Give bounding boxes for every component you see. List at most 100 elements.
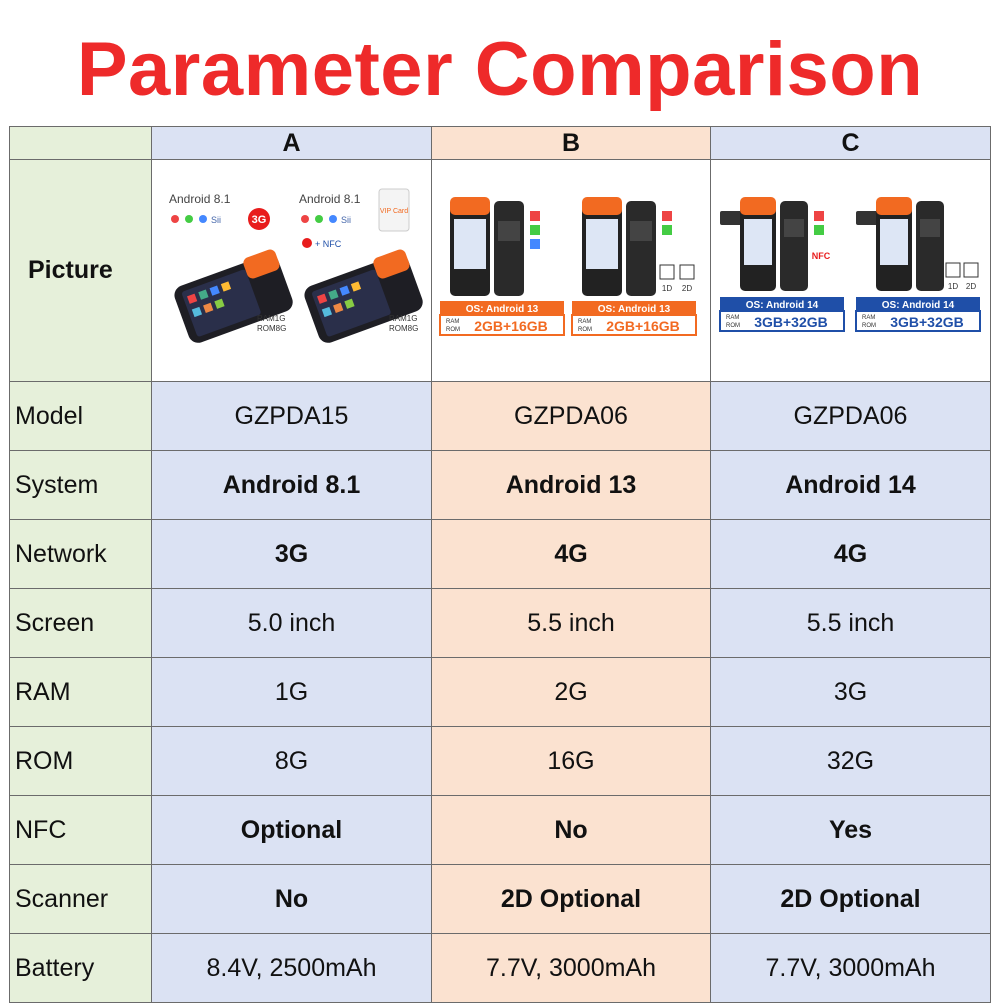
cell-network-b: 4G (431, 519, 711, 589)
device-b-code2-text: 2D (682, 284, 692, 293)
row-label-scanner: Scanner (9, 864, 152, 934)
header-corner-cell (9, 126, 152, 160)
device-a1-rom-text: ROM8G (257, 324, 286, 333)
cell-model-b: GZPDA06 (431, 381, 711, 451)
qr-code-icon (679, 264, 695, 279)
cell-battery-c: 7.7V, 3000mAh (710, 933, 991, 1003)
row-label-screen: Screen (9, 588, 152, 658)
table-row-scanner: Scanner No 2D Optional 2D Optional (9, 864, 991, 934)
device-c1-rom-text: ROM (726, 323, 740, 329)
cell-ram-a: 1G (151, 657, 432, 727)
row-label-ram: RAM (9, 657, 152, 727)
device-c-code2-text: 2D (965, 282, 975, 291)
column-header-c: C (710, 126, 991, 160)
cell-system-c: Android 14 (710, 450, 991, 520)
device-c1-ram-text: RAM (726, 315, 739, 321)
cell-system-a: Android 8.1 (151, 450, 432, 520)
table-row-nfc: NFC Optional No Yes (9, 795, 991, 865)
device-c2-icon (855, 196, 978, 291)
cell-ram-b: 2G (431, 657, 711, 727)
cell-rom-c: 32G (710, 726, 991, 796)
device-c-nfc-text: NFC (811, 251, 830, 261)
table-row-screen: Screen 5.0 inch 5.5 inch 5.5 inch (9, 588, 991, 658)
device-a2-rom-text: ROM8G (389, 324, 418, 333)
row-label-network: Network (9, 519, 152, 589)
device-a2-ram-text: RAM1G (389, 314, 417, 323)
cell-rom-a: 8G (151, 726, 432, 796)
cell-nfc-a: Optional (151, 795, 432, 865)
device-c-image: NFC 1D 2D (718, 196, 981, 332)
device-a2-os-text: Android 8.1 (299, 192, 361, 206)
row-label-system: System (9, 450, 152, 520)
device-b-code1-text: 1D (662, 284, 672, 293)
device-c1-os-text: OS: Android 14 (745, 300, 818, 311)
svg-text:Sii: Sii (341, 215, 351, 225)
device-a-image: Android 8.1 Sii 3G RAM1G ROM8G (169, 188, 423, 343)
comparison-table: A B C Picture Android 8.1 Sii 3G (9, 126, 991, 1003)
picture-row: Picture Android 8.1 Sii 3G (9, 159, 991, 382)
device-a1-ram-text: RAM1G (257, 314, 285, 323)
card-icon (719, 210, 742, 225)
row-label-battery: Battery (9, 933, 152, 1003)
cell-scanner-b: 2D Optional (431, 864, 711, 934)
table-row-system: System Android 8.1 Android 13 Android 14 (9, 450, 991, 520)
table-row-rom: ROM 8G 16G 32G (9, 726, 991, 796)
network-badge-icon (247, 207, 270, 230)
device-b1-spec-text: 2GB+16GB (474, 318, 548, 334)
picture-b: 1D 2D OS: Android 13 RAM ROM 2GB+16GB OS… (431, 159, 711, 382)
picture-row-label: Picture (9, 159, 152, 382)
cell-screen-c: 5.5 inch (710, 588, 991, 658)
network-badge-text: 3G (251, 214, 266, 226)
cell-scanner-c: 2D Optional (710, 864, 991, 934)
device-b1-rom-text: ROM (446, 327, 460, 333)
device-b1-ram-text: RAM (446, 319, 459, 325)
barcode-icon (659, 264, 675, 279)
device-a2-nfc-text: + NFC (315, 239, 342, 249)
cell-system-b: Android 13 (431, 450, 711, 520)
cell-battery-b: 7.7V, 3000mAh (431, 933, 711, 1003)
device-b2-spec-text: 2GB+16GB (606, 318, 680, 334)
vip-card-text: VIP Card (379, 208, 407, 215)
device-c1-spec-text: 3GB+32GB (754, 314, 828, 330)
row-label-rom: ROM (9, 726, 152, 796)
device-b-image: 1D 2D OS: Android 13 RAM ROM 2GB+16GB OS… (439, 196, 697, 336)
cell-network-c: 4G (710, 519, 991, 589)
vip-card-icon (378, 188, 409, 231)
row-label-nfc: NFC (9, 795, 152, 865)
cell-ram-c: 3G (710, 657, 991, 727)
table-row-model: Model GZPDA15 GZPDA06 GZPDA06 (9, 381, 991, 451)
device-c2-rom-text: ROM (862, 323, 876, 329)
table-row-battery: Battery 8.4V, 2500mAh 7.7V, 3000mAh 7.7V… (9, 933, 991, 1003)
device-b2-rom-text: ROM (578, 327, 592, 333)
picture-a: Android 8.1 Sii 3G RAM1G ROM8G (151, 159, 432, 382)
row-label-model: Model (9, 381, 152, 451)
cell-nfc-c: Yes (710, 795, 991, 865)
page-title: Parameter Comparison (76, 27, 924, 112)
cell-model-c: GZPDA06 (710, 381, 991, 451)
cell-scanner-a: No (151, 864, 432, 934)
device-c2-spec-text: 3GB+32GB (890, 314, 964, 330)
nfc-plus-icon (301, 237, 312, 248)
cell-screen-b: 5.5 inch (431, 588, 711, 658)
column-header-a: A (151, 126, 432, 160)
cell-model-a: GZPDA15 (151, 381, 432, 451)
table-row-network: Network 3G 4G 4G (9, 519, 991, 589)
device-b2-icon (582, 196, 695, 296)
device-b1-icon (450, 196, 540, 296)
device-a1-icon (173, 249, 293, 343)
device-b1-os-text: OS: Android 13 (466, 304, 539, 315)
cell-screen-a: 5.0 inch (151, 588, 432, 658)
header-row: A B C (9, 126, 991, 160)
table-row-ram: RAM 1G 2G 3G (9, 657, 991, 727)
device-b2-os-text: OS: Android 13 (598, 304, 671, 315)
device-a1-os-text: Android 8.1 (169, 192, 231, 206)
device-c2-ram-text: RAM (862, 315, 875, 321)
device-c2-os-text: OS: Android 14 (881, 300, 954, 311)
device-c1-icon (719, 196, 824, 291)
device-c-code1-text: 1D (947, 282, 957, 291)
cell-nfc-b: No (431, 795, 711, 865)
column-header-b: B (431, 126, 711, 160)
svg-text:Sii: Sii (211, 215, 221, 225)
cell-network-a: 3G (151, 519, 432, 589)
cell-rom-b: 16G (431, 726, 711, 796)
